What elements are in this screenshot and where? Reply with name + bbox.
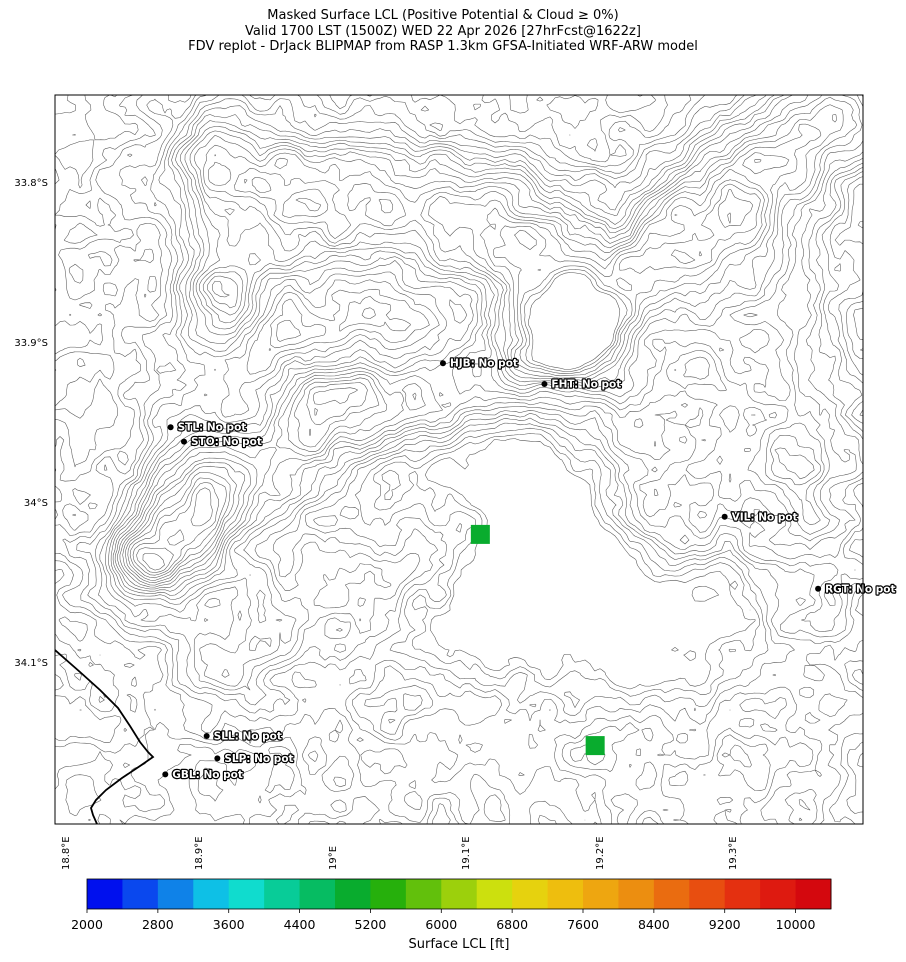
- site-label-sto: STO: No pot: [191, 436, 262, 448]
- site-dot-slp: [214, 755, 221, 762]
- title-line-2: Valid 1700 LST (1500Z) WED 22 Apr 2026 […: [245, 23, 641, 39]
- site-markers: HJB: No pot FHT: No pot STL: No pot STO: No…: [162, 357, 897, 782]
- colorbar: [86, 878, 832, 913]
- site-dot-stl: [167, 424, 174, 431]
- colorbar-segment: [335, 879, 371, 909]
- colorbar-segment: [583, 879, 619, 909]
- coastline: [55, 649, 155, 824]
- site-dot-vil: [721, 513, 728, 520]
- site-label-gbl: GBL: No pot: [172, 769, 243, 781]
- colorbar-tick-label: 3600: [212, 917, 245, 932]
- site-label-hjb: HJB: No pot: [450, 358, 518, 370]
- colorbar-tick-label: 5200: [354, 917, 387, 932]
- coastline-path: [55, 649, 155, 824]
- colorbar-frame: [86, 878, 832, 910]
- colorbar-segment: [512, 879, 549, 909]
- colorbar-tick-label: 6000: [425, 917, 458, 932]
- lcl-cell: [470, 524, 490, 544]
- title-line-1: Masked Surface LCL (Positive Potential &…: [267, 8, 619, 23]
- site-dot-gbl: [162, 771, 169, 778]
- lcl-cell: [585, 736, 605, 756]
- colorbar-segment: [193, 879, 230, 909]
- site-label-fht: FHT: No pot: [551, 379, 621, 391]
- site-dot-sto: [180, 438, 187, 445]
- colorbar-segment: [370, 879, 407, 909]
- lon-label: 19.3°E: [728, 836, 739, 870]
- colorbar-tick-label: 7600: [567, 917, 599, 932]
- title-line-3: FDV replot - DrJack BLIPMAP from RASP 1.…: [188, 39, 698, 54]
- colorbar-tick-label: 9200: [708, 917, 741, 932]
- colorbar-tick-label: 6800: [496, 917, 529, 932]
- colorbar-segment: [547, 879, 584, 909]
- lon-label: 19.1°E: [461, 836, 472, 870]
- colorbar-segment: [299, 879, 336, 909]
- terrain-contours: [55, 95, 863, 824]
- colorbar-label: Surface LCL [ft]: [408, 937, 510, 952]
- lon-label: 19.2°E: [594, 836, 606, 870]
- colorbar-segment: [264, 879, 301, 909]
- site-label-sll: SLL: No pot: [214, 731, 282, 743]
- site-label-stl: STL: No pot: [178, 422, 247, 434]
- site-label-slp: SLP: No pot: [224, 753, 293, 765]
- colorbar-segment: [724, 879, 761, 909]
- colorbar-segment: [122, 879, 159, 909]
- colorbar-segment: [760, 879, 797, 909]
- colorbar-segment: [228, 879, 265, 909]
- colorbar-segment: [87, 879, 123, 909]
- lcl-cells: [470, 524, 605, 756]
- colorbar-segment: [618, 879, 655, 909]
- colorbar-segment: [795, 879, 832, 909]
- site-dot-sll: [203, 733, 210, 739]
- colorbar-segment: [157, 879, 194, 909]
- lon-label: 18.8°E: [60, 836, 72, 870]
- colorbar-tick-label: 2000: [71, 917, 103, 932]
- lat-label: 33.8°S: [14, 178, 48, 189]
- colorbar-segment: [405, 879, 442, 909]
- colorbar-tick-label: 10000: [775, 917, 816, 932]
- colorbar-segment: [689, 879, 726, 909]
- colorbar-tick-label: 2800: [141, 917, 174, 932]
- site-dot-fht: [541, 381, 548, 387]
- lon-label: 18.9°E: [194, 836, 205, 870]
- colorbar-segment: [653, 879, 690, 909]
- site-label-vil: VIL: No pot: [732, 511, 798, 523]
- site-label-rgt: RGT: No pot: [825, 583, 895, 595]
- colorbar-tick-label: 4400: [283, 917, 316, 932]
- lon-label: 19°E: [327, 845, 339, 870]
- lat-label: 33.9°S: [14, 338, 48, 349]
- lat-label: 34°S: [23, 498, 48, 509]
- chart-title: Masked Surface LCL (Positive Potential &…: [0, 8, 886, 55]
- map-frame: [54, 94, 864, 825]
- site-dot-rgt: [815, 585, 822, 592]
- site-dot-hjb: [439, 360, 446, 367]
- lat-label: 34.1°S: [14, 658, 48, 669]
- colorbar-segment: [476, 879, 513, 909]
- colorbar-tick-label: 8400: [637, 917, 670, 932]
- colorbar-segment: [441, 879, 478, 909]
